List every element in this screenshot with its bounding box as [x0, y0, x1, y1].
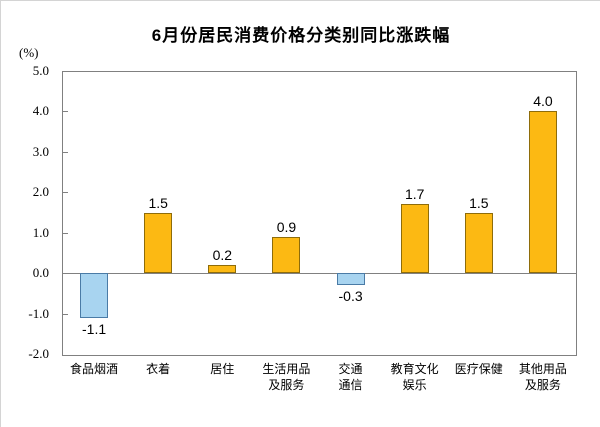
- x-axis-label: 其他用品 及服务: [511, 361, 575, 393]
- x-axis-label-line: 衣着: [146, 362, 171, 376]
- x-axis-label-line: 生活用品: [262, 362, 311, 376]
- y-axis-tick: [63, 151, 68, 153]
- bar: [272, 236, 301, 274]
- y-axis-unit-label: (%): [19, 45, 39, 60]
- x-axis-label: 生活用品 及服务: [254, 361, 318, 393]
- zero-line: [63, 273, 576, 275]
- bar-value-label: 1.5: [148, 194, 168, 211]
- x-axis-label: 衣着: [126, 361, 190, 377]
- bar-value-label: 4.0: [533, 93, 553, 110]
- y-axis-tick-label: 1.0: [32, 224, 49, 240]
- x-axis-label-line: 娱乐: [402, 378, 427, 392]
- x-axis-label: 交通 通信: [319, 361, 383, 393]
- bar: [336, 273, 365, 286]
- y-axis-tick-label: 4.0: [32, 103, 49, 119]
- x-axis-label-line: 食品烟酒: [70, 362, 119, 376]
- chart-title: 6月份居民消费价格分类别同比涨跌幅: [151, 26, 451, 45]
- y-axis-tick-label: 5.0: [32, 63, 49, 78]
- bar-value-label: -0.3: [338, 288, 363, 305]
- bar-value-label: 1.5: [469, 194, 489, 211]
- x-axis-label-line: 居住: [210, 362, 235, 376]
- bar: [80, 273, 109, 318]
- x-axis-label-line: 及服务: [524, 378, 561, 392]
- x-axis-label: 食品烟酒: [62, 361, 126, 377]
- y-axis-tick: [63, 192, 68, 194]
- bar: [400, 204, 429, 274]
- x-axis-label-line: 医疗保健: [454, 362, 503, 376]
- y-axis-tick: [63, 232, 68, 234]
- bar: [464, 212, 493, 274]
- bar: [144, 212, 173, 274]
- y-axis-tick-label: 0.0: [32, 265, 49, 281]
- y-axis-tick-label: -2.0: [28, 346, 49, 361]
- bar-value-label: -1.1: [82, 320, 107, 337]
- x-axis-label-line: 其他用品: [518, 362, 567, 376]
- bar: [528, 111, 557, 274]
- x-axis-label: 医疗保健: [447, 361, 511, 377]
- x-axis-label: 居住: [190, 361, 254, 377]
- bar-value-label: 0.9: [276, 218, 297, 235]
- x-axis-label-line: 交通: [338, 362, 363, 376]
- plot-area: [62, 71, 577, 356]
- y-axis-tick-label: -1.0: [28, 305, 49, 321]
- x-axis-label: 教育文化 娱乐: [383, 361, 447, 393]
- y-axis-tick: [63, 313, 68, 315]
- y-axis-tick-label: 3.0: [32, 143, 49, 159]
- y-axis-tick-label: 2.0: [32, 184, 49, 200]
- bar-value-label: 1.7: [404, 186, 425, 203]
- x-axis-label-line: 通信: [338, 378, 363, 392]
- x-axis-label-line: 及服务: [268, 378, 305, 392]
- bar: [208, 265, 237, 274]
- x-axis-label-line: 教育文化: [390, 362, 439, 376]
- bar-value-label: 0.2: [212, 247, 233, 264]
- y-axis-tick: [63, 111, 68, 113]
